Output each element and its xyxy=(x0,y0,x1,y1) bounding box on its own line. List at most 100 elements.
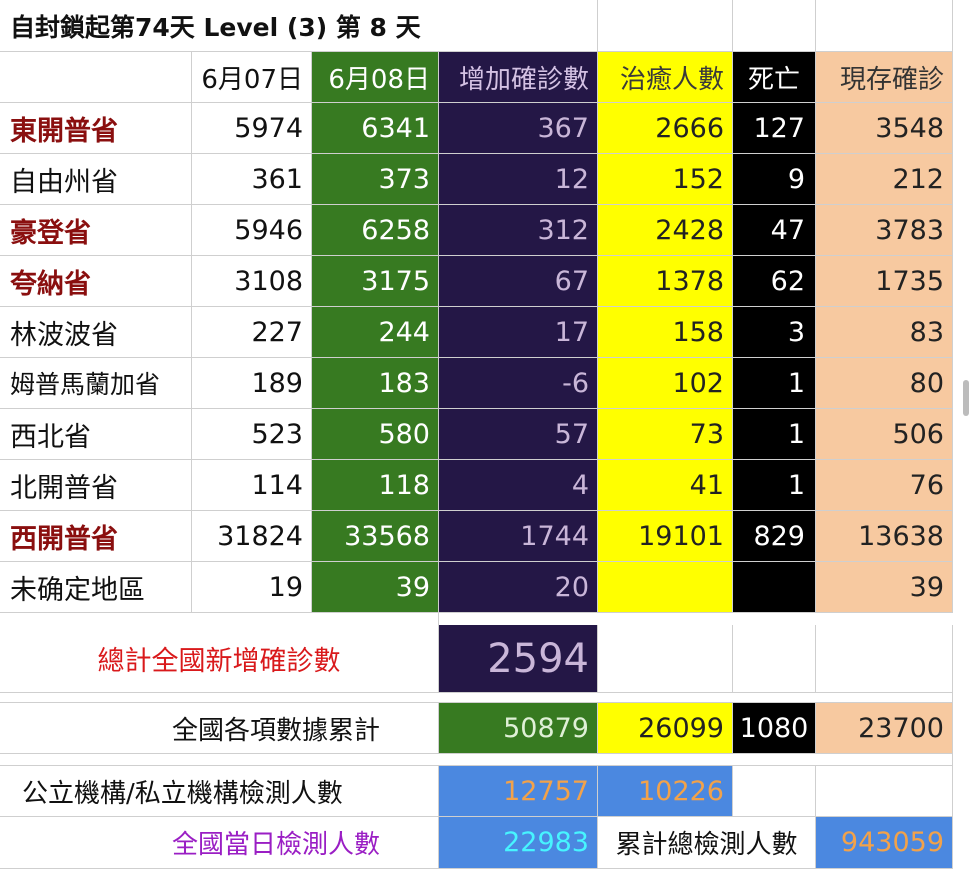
national-new-value: 2594 xyxy=(439,625,598,693)
header-empty-cell xyxy=(0,52,192,103)
increase-cases: 17 xyxy=(439,307,598,358)
cases-0607: 227 xyxy=(192,307,312,358)
daily-testing-label: 全國當日檢測人數 xyxy=(0,817,439,869)
header-increase: 增加確診數 xyxy=(439,52,598,103)
header-date-0608: 6月08日 xyxy=(312,52,439,103)
cases-0607: 19 xyxy=(192,562,312,613)
empty-cell xyxy=(816,625,953,693)
cumulative-active: 23700 xyxy=(816,703,953,754)
province-name: 夸納省 xyxy=(0,256,192,307)
testing-public: 12757 xyxy=(439,766,598,817)
cases-0607: 361 xyxy=(192,154,312,205)
province-name: 林波波省 xyxy=(0,307,192,358)
recovered-count: 2428 xyxy=(598,205,733,256)
empty-cell xyxy=(733,766,816,817)
cumulative-recovered: 26099 xyxy=(598,703,733,754)
recovered-count xyxy=(598,562,733,613)
empty-cell xyxy=(816,0,953,52)
death-count: 127 xyxy=(733,103,816,154)
death-count: 9 xyxy=(733,154,816,205)
recovered-count: 73 xyxy=(598,409,733,460)
active-cases: 1735 xyxy=(816,256,953,307)
cases-0608: 118 xyxy=(312,460,439,511)
national-new-label: 總計全國新增確診數 xyxy=(0,625,439,693)
recovered-count: 102 xyxy=(598,358,733,409)
active-cases: 212 xyxy=(816,154,953,205)
province-name: 豪登省 xyxy=(0,205,192,256)
increase-cases: 312 xyxy=(439,205,598,256)
active-cases: 3548 xyxy=(816,103,953,154)
cumulative-confirmed: 50879 xyxy=(439,703,598,754)
spacer xyxy=(0,693,953,703)
increase-cases: 1744 xyxy=(439,511,598,562)
cases-0607: 523 xyxy=(192,409,312,460)
increase-cases: 12 xyxy=(439,154,598,205)
empty-cell xyxy=(733,625,816,693)
cases-0608: 373 xyxy=(312,154,439,205)
cases-0608: 3175 xyxy=(312,256,439,307)
cases-0608: 33568 xyxy=(312,511,439,562)
recovered-count: 2666 xyxy=(598,103,733,154)
active-cases: 13638 xyxy=(816,511,953,562)
scrollbar-thumb[interactable] xyxy=(963,380,969,416)
testing-private: 10226 xyxy=(598,766,733,817)
cases-0608: 183 xyxy=(312,358,439,409)
active-cases: 83 xyxy=(816,307,953,358)
header-recovered: 治癒人數 xyxy=(598,52,733,103)
cases-0608: 580 xyxy=(312,409,439,460)
header-date-0607: 6月07日 xyxy=(192,52,312,103)
cases-0608: 244 xyxy=(312,307,439,358)
cases-0607: 5974 xyxy=(192,103,312,154)
active-cases: 76 xyxy=(816,460,953,511)
total-testing-value: 943059 xyxy=(816,817,953,869)
province-name: 自由州省 xyxy=(0,154,192,205)
death-count xyxy=(733,562,816,613)
cumulative-deaths: 1080 xyxy=(733,703,816,754)
increase-cases: 4 xyxy=(439,460,598,511)
death-count: 62 xyxy=(733,256,816,307)
increase-cases: 57 xyxy=(439,409,598,460)
death-count: 829 xyxy=(733,511,816,562)
cases-0607: 114 xyxy=(192,460,312,511)
province-name: 北開普省 xyxy=(0,460,192,511)
active-cases: 39 xyxy=(816,562,953,613)
cases-0608: 39 xyxy=(312,562,439,613)
increase-cases: 67 xyxy=(439,256,598,307)
cases-0608: 6341 xyxy=(312,103,439,154)
cases-0608: 6258 xyxy=(312,205,439,256)
empty-cell xyxy=(733,0,816,52)
increase-cases: 367 xyxy=(439,103,598,154)
cases-0607: 5946 xyxy=(192,205,312,256)
province-name: 姆普馬蘭加省 xyxy=(0,358,192,409)
recovered-count: 158 xyxy=(598,307,733,358)
death-count: 47 xyxy=(733,205,816,256)
province-name: 西北省 xyxy=(0,409,192,460)
cases-0607: 189 xyxy=(192,358,312,409)
spacer xyxy=(0,613,439,625)
active-cases: 3783 xyxy=(816,205,953,256)
death-count: 1 xyxy=(733,460,816,511)
increase-cases: -6 xyxy=(439,358,598,409)
spacer xyxy=(0,754,953,766)
increase-cases: 20 xyxy=(439,562,598,613)
recovered-count: 152 xyxy=(598,154,733,205)
empty-cell xyxy=(598,0,733,52)
recovered-count: 19101 xyxy=(598,511,733,562)
province-name: 東開普省 xyxy=(0,103,192,154)
header-active: 現存確診 xyxy=(816,52,953,103)
cases-0607: 3108 xyxy=(192,256,312,307)
recovered-count: 1378 xyxy=(598,256,733,307)
empty-cell xyxy=(816,766,953,817)
sheet-title: 自封鎖起第74天 Level (3) 第 8 天 xyxy=(0,0,598,52)
daily-testing-value: 22983 xyxy=(439,817,598,869)
province-name: 未确定地區 xyxy=(0,562,192,613)
province-name: 西開普省 xyxy=(0,511,192,562)
cases-0607: 31824 xyxy=(192,511,312,562)
death-count: 1 xyxy=(733,358,816,409)
recovered-count: 41 xyxy=(598,460,733,511)
active-cases: 80 xyxy=(816,358,953,409)
active-cases: 506 xyxy=(816,409,953,460)
death-count: 1 xyxy=(733,409,816,460)
death-count: 3 xyxy=(733,307,816,358)
